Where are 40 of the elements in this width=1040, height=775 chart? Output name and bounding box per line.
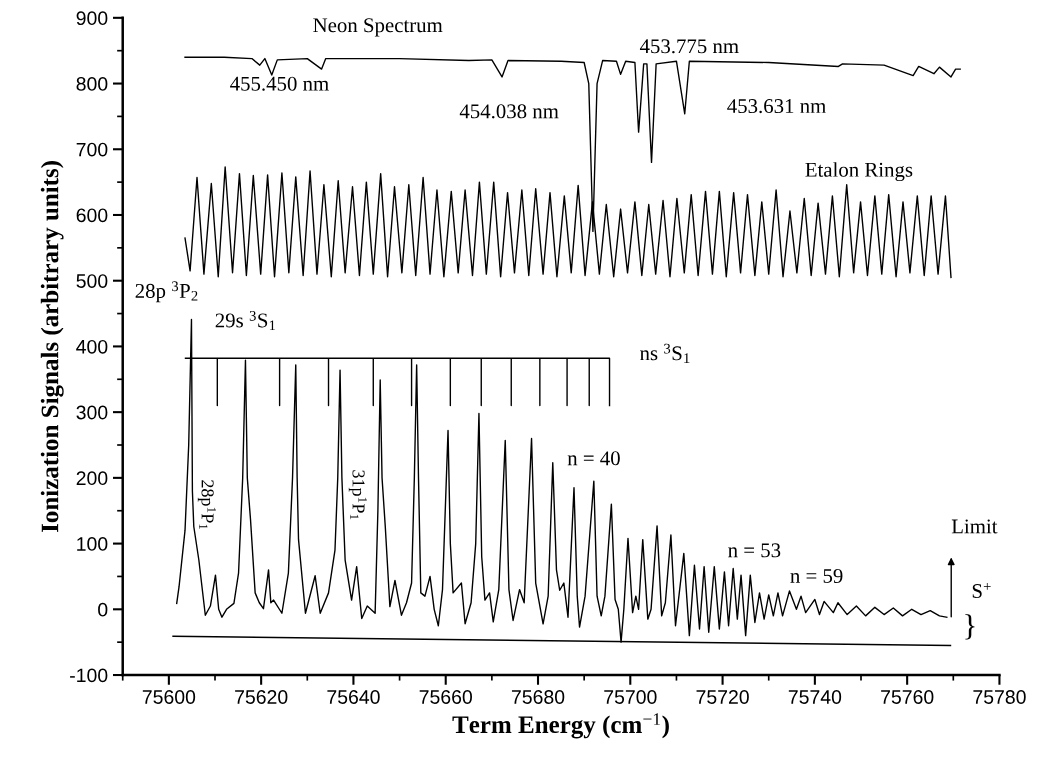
- annotation: n = 53: [728, 543, 781, 558]
- annotation: n = 59: [790, 568, 843, 583]
- y-tick-label: 900: [76, 11, 108, 26]
- annotation: 28p $^{3}$P$_{2}$: [135, 281, 198, 303]
- y-tick-label: 400: [76, 339, 108, 354]
- x-tick-label: 75640: [327, 690, 380, 704]
- annotation: n = 40: [567, 451, 620, 466]
- annotation: Limit: [951, 519, 998, 534]
- y-tick-label: 700: [76, 142, 108, 157]
- y-tick-label: 300: [76, 405, 108, 420]
- annotation: 454.038 nm: [459, 104, 559, 119]
- x-tick-label: 75760: [881, 690, 934, 704]
- y-tick-label: 800: [76, 77, 108, 91]
- y-tick-label: -100: [70, 668, 108, 683]
- x-tick-label: 75680: [511, 690, 565, 704]
- x-tick-label: 75740: [788, 690, 842, 704]
- annotation: 31p$^{1}$P$_{1}$: [348, 470, 367, 520]
- y-tick-label: 100: [77, 537, 108, 551]
- annotation: 453.775 nm: [639, 39, 739, 54]
- y-tick-label: 200: [76, 471, 108, 486]
- annotation: 28p$^{1}$P$_{1}$: [197, 480, 216, 530]
- annotation: Etalon Rings: [805, 162, 913, 182]
- x-tick-label: 75720: [696, 690, 749, 704]
- x-tick-label: 75600: [142, 690, 196, 704]
- annotation: S$^{+}$: [972, 582, 991, 599]
- y-axis-title: Ionization Signals (arbitrary units): [40, 161, 64, 533]
- x-tick-label: 75780: [973, 690, 1026, 704]
- x-axis-title: Term Energy (cm$^{−1}$): [452, 713, 669, 739]
- y-tick-label: 0: [98, 602, 108, 617]
- y-tick-label: 600: [76, 208, 108, 223]
- annotation: Neon Spectrum: [313, 18, 443, 37]
- y-tick-label: 500: [76, 274, 108, 288]
- x-tick-label: 75620: [235, 690, 288, 704]
- x-tick-label: 75700: [604, 690, 657, 704]
- annotation: 29s $^{3}$S$_{1}$: [215, 310, 276, 331]
- annotation: 455.450 nm: [230, 76, 329, 91]
- x-tick-label: 75660: [419, 690, 472, 704]
- annotation: }: [965, 614, 975, 640]
- annotation: 453.631 nm: [727, 99, 826, 114]
- annotation: ns $^{3}$S$_{1}$: [640, 343, 690, 363]
